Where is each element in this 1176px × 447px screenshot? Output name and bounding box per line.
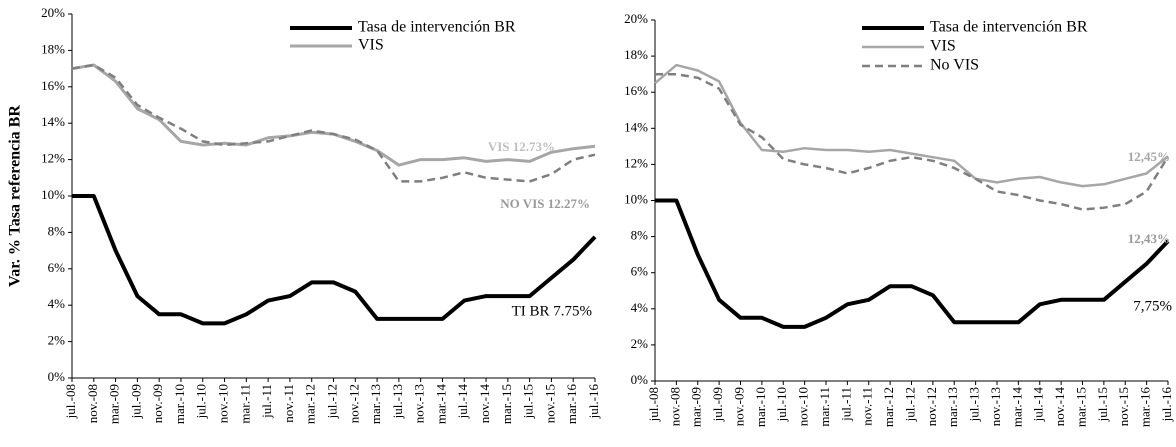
x-tick-label: mar.-11 xyxy=(817,387,832,427)
annotation: TI BR 7.75% xyxy=(512,303,592,319)
x-tick-label: nov.-13 xyxy=(412,384,427,423)
x-tick-label: nov.-10 xyxy=(796,387,811,426)
x-tick-label: nov.-14 xyxy=(1052,387,1067,427)
y-tick-label: 18% xyxy=(41,41,65,56)
series-line xyxy=(655,72,1170,211)
x-tick-label: nov.-12 xyxy=(346,384,361,423)
x-tick-label: mar.-12 xyxy=(303,384,318,424)
x-tick-label: nov.-11 xyxy=(860,387,875,426)
x-tick-label: jul.-10 xyxy=(774,387,789,422)
y-tick-label: 2% xyxy=(48,333,66,348)
annotation: NO VIS 12.27% xyxy=(500,196,590,211)
y-axis-title: Var. % Tasa referencia BR xyxy=(7,105,24,287)
y-tick-label: 6% xyxy=(631,264,649,279)
annotation: VIS 12.73% xyxy=(488,139,555,154)
y-tick-label: 8% xyxy=(48,223,66,238)
x-tick-label: nov.-14 xyxy=(477,384,492,424)
x-tick-label: jul.-16 xyxy=(586,384,601,420)
y-tick-label: 16% xyxy=(41,78,65,93)
y-tick-label: 20% xyxy=(624,11,648,26)
x-tick-label: mar.-15 xyxy=(499,384,514,424)
series-line xyxy=(655,198,1170,329)
x-tick-label: mar.-16 xyxy=(1138,387,1153,428)
y-tick-label: 20% xyxy=(41,5,65,20)
x-tick-label: mar.-10 xyxy=(172,384,187,424)
y-tick-label: 14% xyxy=(41,114,65,129)
x-tick-label: nov.-08 xyxy=(85,384,100,423)
x-tick-label: jul.-09 xyxy=(710,387,725,422)
x-tick-label: mar.-12 xyxy=(881,387,896,427)
x-tick-label: nov.-11 xyxy=(281,384,296,423)
x-tick-label: nov.-08 xyxy=(667,387,682,426)
x-tick-label: mar.-16 xyxy=(564,384,579,425)
x-tick-label: mar.-10 xyxy=(753,387,768,427)
x-tick-label: jul.-09 xyxy=(128,384,143,419)
series-line xyxy=(72,194,597,326)
x-tick-label: jul.-15 xyxy=(1095,387,1110,422)
annotation: 7,75% xyxy=(1133,298,1172,314)
y-tick-label: 18% xyxy=(624,47,648,62)
x-tick-label: mar.-15 xyxy=(1073,387,1088,427)
x-tick-label: jul.-15 xyxy=(521,384,536,419)
legend-label: Tasa de intervención BR xyxy=(358,19,516,36)
x-tick-label: jul.-12 xyxy=(902,387,917,422)
x-tick-label: jul.-12 xyxy=(324,384,339,419)
x-tick-label: nov.-10 xyxy=(216,384,231,423)
x-tick-label: jul.-10 xyxy=(194,384,209,419)
x-tick-label: mar.-14 xyxy=(1009,387,1024,428)
x-tick-label: mar.-13 xyxy=(368,384,383,424)
y-tick-label: 0% xyxy=(631,372,649,387)
y-tick-label: 12% xyxy=(41,151,65,166)
x-tick-label: mar.-14 xyxy=(433,384,448,425)
annotation: 12,43% xyxy=(1128,231,1170,246)
x-tick-label: mar.-09 xyxy=(689,387,704,427)
legend-label: VIS xyxy=(930,38,956,55)
x-tick-label: mar.-13 xyxy=(945,387,960,427)
annotation: 12,45% xyxy=(1128,149,1170,164)
series-line xyxy=(71,63,596,183)
y-tick-label: 2% xyxy=(631,336,649,351)
x-tick-label: nov.-09 xyxy=(150,384,165,423)
legend-label: No VIS xyxy=(930,57,979,74)
x-tick-label: jul.-13 xyxy=(390,384,405,419)
y-tick-label: 14% xyxy=(624,119,648,134)
y-tick-label: 16% xyxy=(624,83,648,98)
y-tick-label: 4% xyxy=(48,296,66,311)
series-line xyxy=(654,63,1169,188)
x-tick-label: mar.-09 xyxy=(107,384,122,424)
x-tick-label: jul.-16 xyxy=(1159,387,1174,423)
y-tick-label: 12% xyxy=(624,155,648,170)
x-tick-label: mar.-11 xyxy=(237,384,252,424)
legend-label: VIS xyxy=(358,37,384,54)
x-tick-label: jul.-14 xyxy=(455,384,470,420)
x-tick-label: jul.-08 xyxy=(63,384,78,419)
y-tick-label: 0% xyxy=(48,369,66,384)
x-tick-label: jul.-13 xyxy=(967,387,982,422)
x-tick-label: nov.-15 xyxy=(1116,387,1131,426)
x-tick-label: nov.-09 xyxy=(731,387,746,426)
legend-label: Tasa de intervención BR xyxy=(930,19,1088,36)
x-tick-label: nov.-12 xyxy=(924,387,939,426)
x-tick-label: jul.-14 xyxy=(1031,387,1046,423)
y-tick-label: 6% xyxy=(48,260,66,275)
x-tick-label: jul.-11 xyxy=(259,384,274,419)
x-tick-label: jul.-11 xyxy=(838,387,853,422)
y-tick-label: 10% xyxy=(41,187,65,202)
y-tick-label: 10% xyxy=(624,191,648,206)
x-tick-label: jul.-08 xyxy=(646,387,661,422)
y-tick-label: 4% xyxy=(631,300,649,315)
y-tick-label: 8% xyxy=(631,228,649,243)
x-tick-label: nov.-13 xyxy=(988,387,1003,426)
x-tick-label: nov.-15 xyxy=(542,384,557,423)
